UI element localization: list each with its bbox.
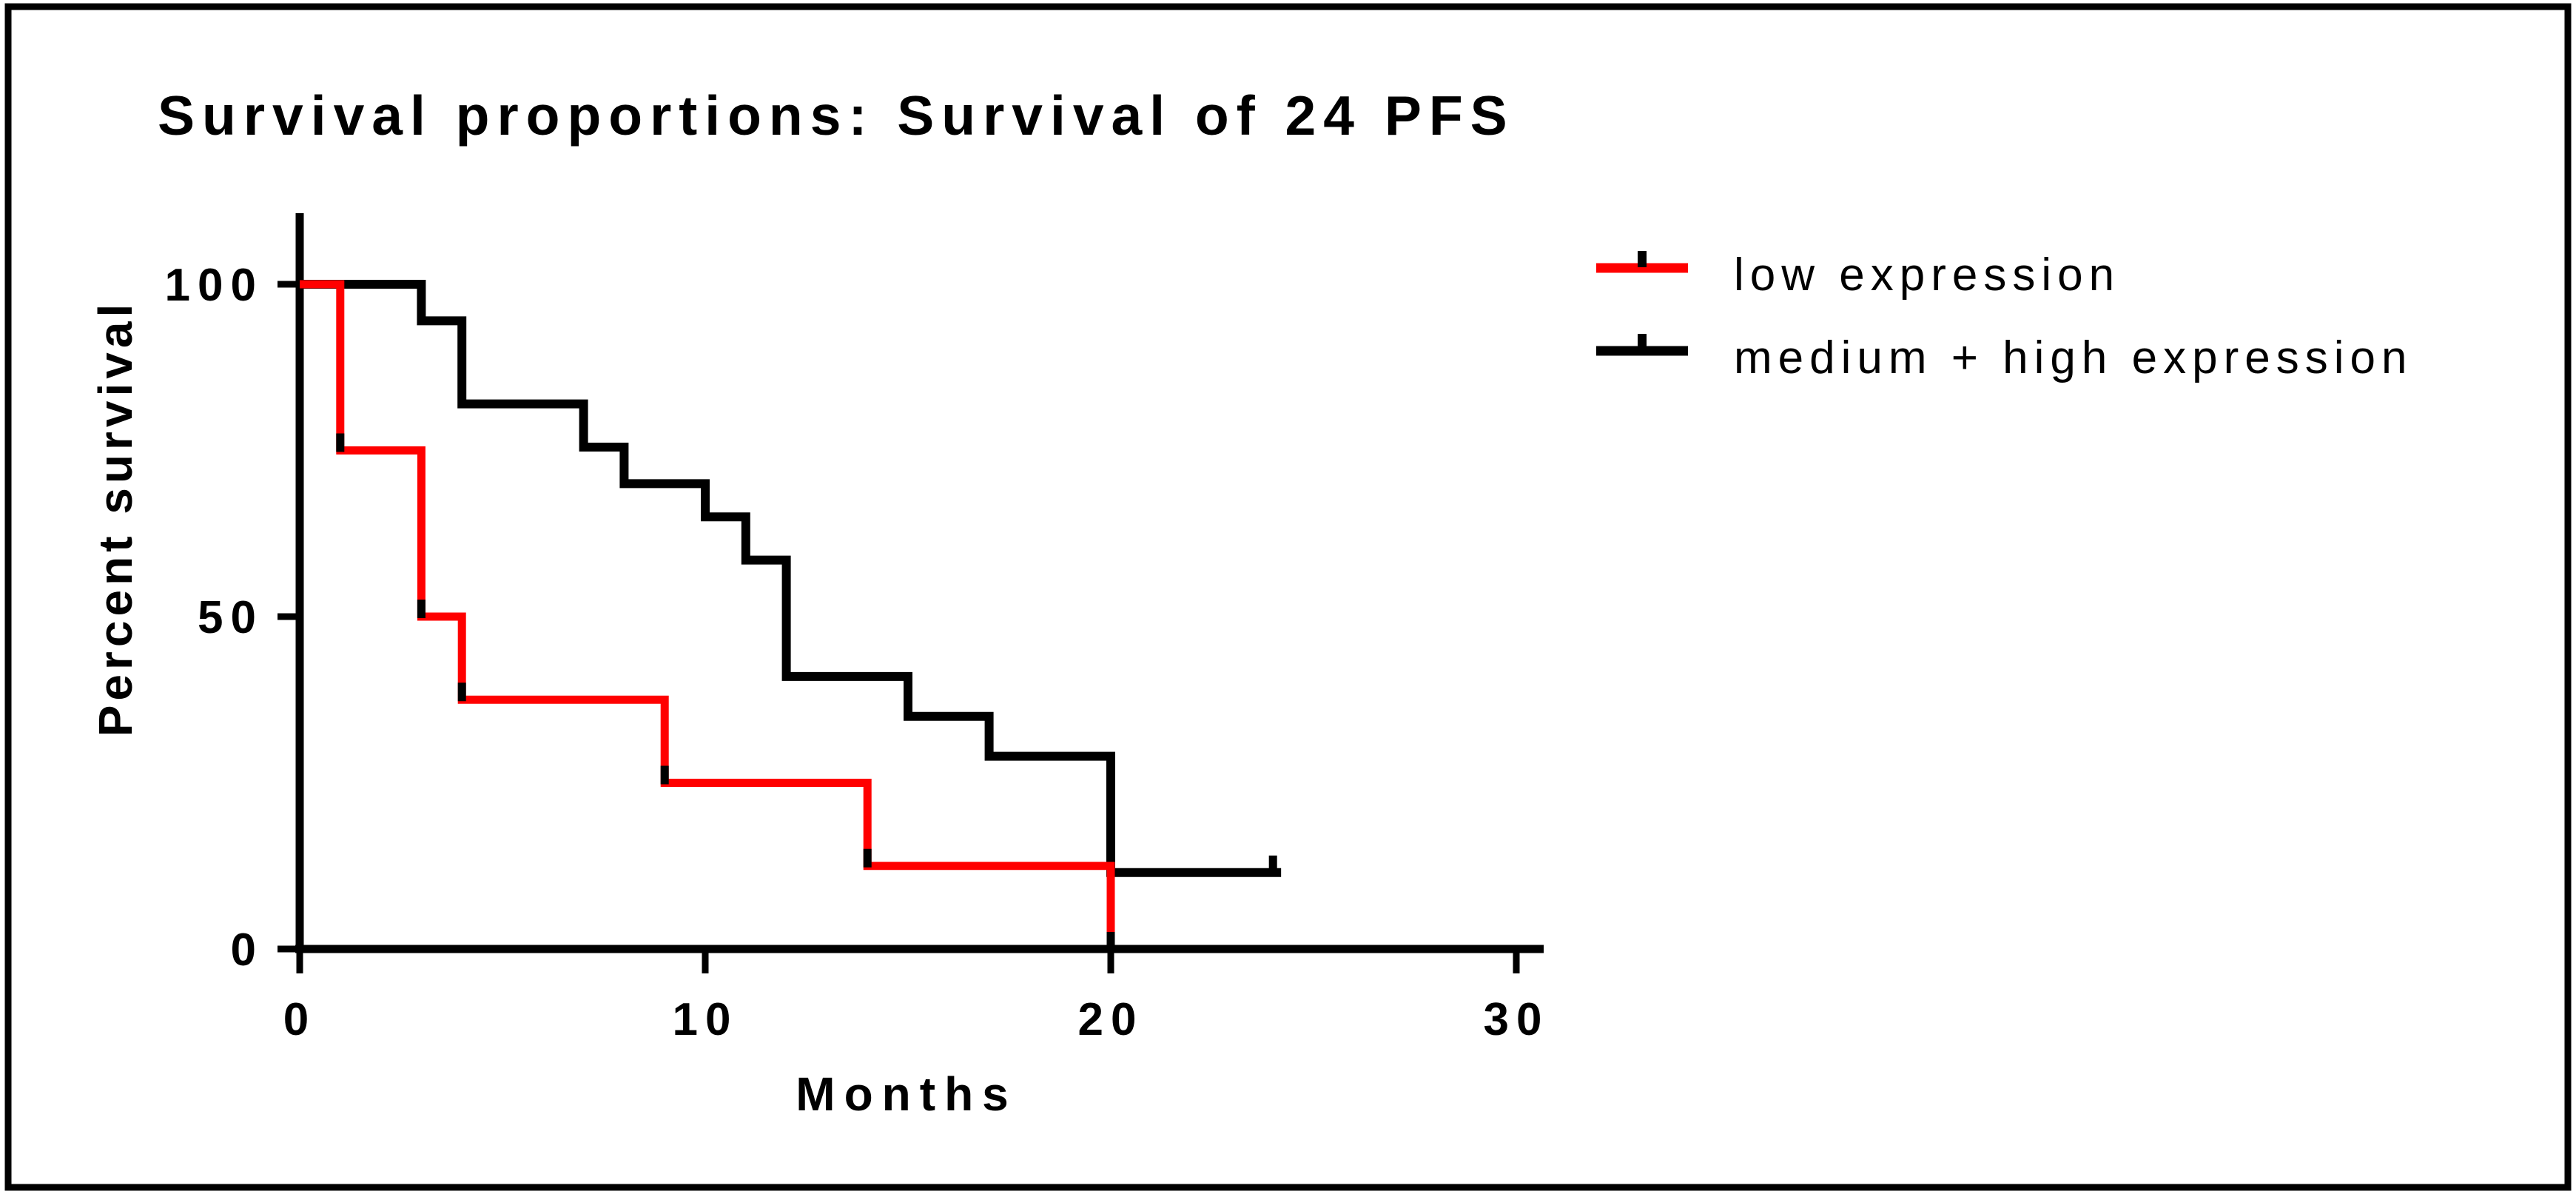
survival-curves (300, 280, 1282, 950)
figure-border (4, 3, 2572, 1191)
legend-item-medium-high-expression: medium + high expression (1596, 332, 2412, 383)
x-tick-label: 30 (1484, 994, 1550, 1045)
x-tick-label: 10 (673, 994, 739, 1045)
legend-label: medium + high expression (1734, 332, 2412, 383)
legend-item-low-expression: low expression (1596, 249, 2120, 301)
x-tick-label: 20 (1078, 994, 1144, 1045)
chart-title: Survival proportions: Survival of 24 PFS (158, 84, 1515, 147)
survival-curve-medium-high-expression (300, 280, 1282, 877)
y-tick-label: 100 (165, 260, 263, 311)
legend-label: low expression (1734, 249, 2120, 301)
legend: low expression medium + high expression (1596, 249, 2412, 383)
y-tick-label: 0 (231, 925, 263, 976)
y-axis-title: Percent survival (89, 300, 142, 737)
x-axis-title: Months (796, 1067, 1018, 1121)
x-tick-label: 0 (283, 994, 316, 1045)
y-tick-label: 50 (198, 592, 263, 643)
axes: 100 50 00 10 20 30 (165, 213, 1550, 1045)
